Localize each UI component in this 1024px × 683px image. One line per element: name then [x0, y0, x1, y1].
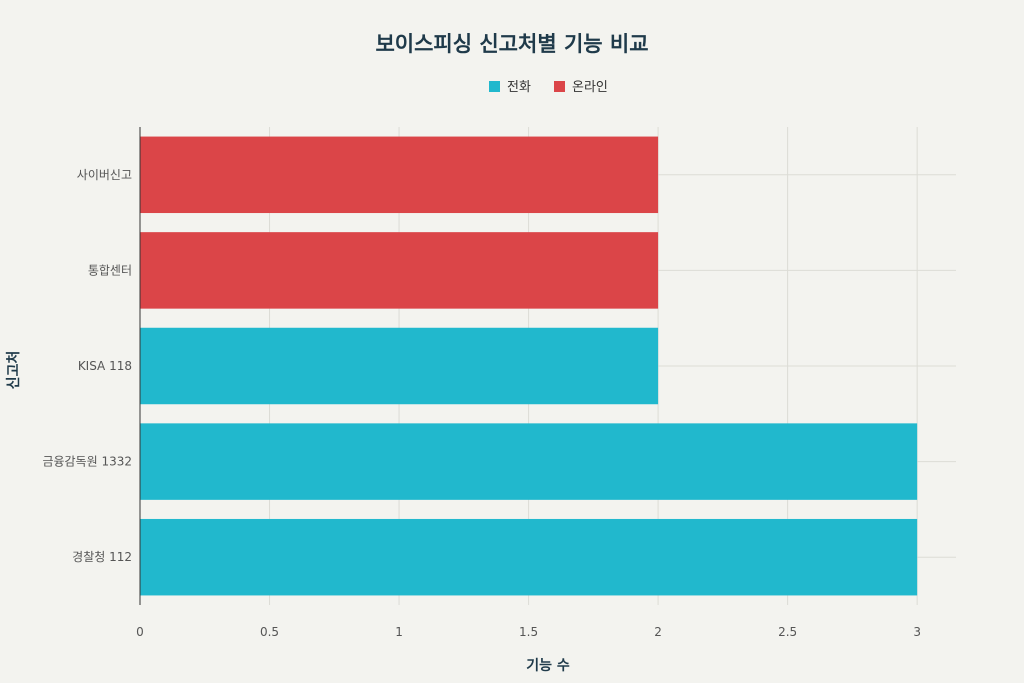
bar-0[interactable]: [140, 136, 659, 214]
y-tick-label-3: 금융감독원 1332: [42, 455, 132, 469]
bar-2[interactable]: [140, 327, 659, 405]
legend-swatch-0[interactable]: [489, 81, 500, 92]
x-tick-label-4: 2: [654, 625, 662, 639]
x-tick-label-3: 1.5: [519, 625, 538, 639]
legend-label-0[interactable]: 전화: [507, 80, 531, 95]
x-axis-title: 기능 수: [526, 658, 570, 674]
legend-label-1[interactable]: 온라인: [572, 80, 608, 95]
bar-1[interactable]: [140, 232, 659, 309]
bar-3[interactable]: [140, 423, 918, 500]
y-tick-label-2: KISA 118: [78, 359, 132, 373]
y-tick-label-0: 사이버신고: [77, 168, 132, 182]
bar-4[interactable]: [140, 518, 918, 596]
y-tick-label-1: 통합센터: [88, 263, 132, 277]
x-tick-label-5: 2.5: [778, 625, 797, 639]
x-tick-labels: 0 0.5 1 1.5 2 2.5 3: [136, 625, 921, 639]
x-tick-label-2: 1: [395, 625, 403, 639]
bars: [140, 136, 918, 596]
y-axis-title: 신고처: [6, 351, 22, 390]
chart-title: 보이스피싱 신고처별 기능 비교: [375, 32, 648, 56]
legend-swatch-1[interactable]: [554, 81, 565, 92]
y-tick-label-4: 경찰청 112: [72, 550, 132, 564]
x-tick-label-0: 0: [136, 625, 144, 639]
x-tick-label-1: 0.5: [260, 625, 279, 639]
x-tick-label-6: 3: [913, 625, 921, 639]
legend: 전화 온라인: [489, 80, 608, 95]
